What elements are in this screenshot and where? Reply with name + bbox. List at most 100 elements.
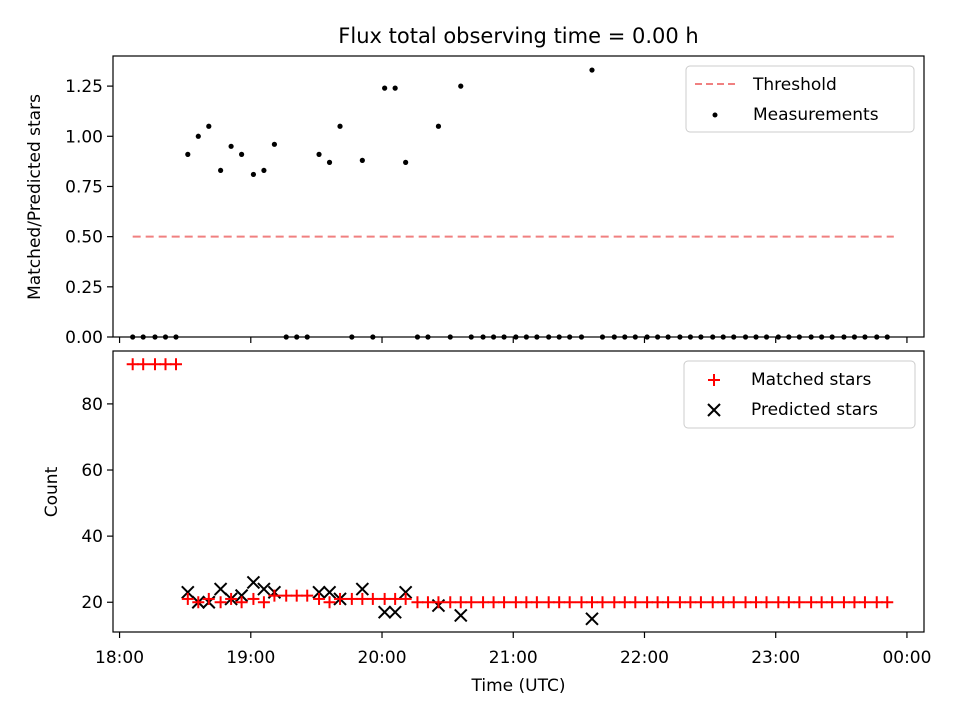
matched-star-marker <box>356 592 369 605</box>
predicted-star-marker <box>398 585 413 600</box>
matched-star-marker <box>126 358 139 371</box>
matched-star-marker <box>137 358 150 371</box>
matched-star-marker <box>454 596 467 609</box>
predicted-star-marker <box>454 608 468 623</box>
count-panel-y-label: Count <box>42 466 62 517</box>
matched-star-marker <box>159 358 172 371</box>
ratio-panel-y-ticks: 0.00 0.25 0.50 0.75 1.00 1.25 <box>65 77 113 348</box>
matched-star-marker <box>727 596 740 609</box>
predicted-star-marker <box>257 582 271 596</box>
matched-star-marker <box>739 596 752 609</box>
matched-star-marker <box>520 596 533 609</box>
matched-star-marker <box>575 596 588 609</box>
matched-star-marker <box>148 358 161 371</box>
matched-star-marker <box>509 596 522 609</box>
count-panel-frame <box>112 350 925 633</box>
measurement-point <box>382 85 388 91</box>
predicted-star-marker <box>355 582 370 596</box>
count-legend-box <box>683 360 916 429</box>
ratio-y-tick-label: 1.25 <box>65 77 103 97</box>
measurement-point <box>195 133 201 139</box>
measurements-legend-swatch <box>712 112 718 118</box>
matched-star-marker <box>608 596 621 609</box>
measurement-point <box>239 151 245 157</box>
matched-star-marker <box>694 596 707 609</box>
measurements-legend-label: Measurements <box>753 105 879 125</box>
matched-star-marker <box>793 596 806 609</box>
x-tick-label: 20:00 <box>358 648 407 668</box>
matched-star-marker <box>651 596 664 609</box>
matched-star-marker <box>706 596 719 609</box>
matched-star-marker <box>290 589 303 602</box>
matched-legend-label: Matched stars <box>751 370 871 390</box>
matched-star-marker <box>169 358 182 371</box>
matched-star-marker <box>684 596 697 609</box>
predicted-star-marker <box>246 575 261 590</box>
ratio-legend-box <box>685 65 915 133</box>
matched-star-marker <box>837 596 850 609</box>
matched-star-marker <box>826 596 839 609</box>
matched-star-marker <box>389 592 402 605</box>
matched-star-marker <box>487 596 500 609</box>
matched-star-marker <box>214 596 227 609</box>
ratio-panel-frame <box>112 55 925 338</box>
matched-star-marker <box>411 596 424 609</box>
measurement-point <box>403 159 409 165</box>
matched-star-marker <box>247 592 260 605</box>
matched-star-marker <box>378 592 391 605</box>
count-panel: 18:00 19:00 20:00 21:00 22:00 23:00 00:00 20 40… <box>42 350 931 696</box>
predicted-star-marker <box>213 582 228 596</box>
ratio-y-tick-label: 0.25 <box>65 278 103 298</box>
ratio-panel-x-ticks <box>118 337 908 343</box>
matched-star-marker <box>399 592 412 605</box>
predicted-star-marker <box>585 612 599 626</box>
measurement-point <box>271 141 278 147</box>
matched-star-marker <box>301 589 314 602</box>
matched-star-marker <box>641 596 654 609</box>
matched-star-marker <box>870 596 883 609</box>
matched-star-marker <box>225 592 238 605</box>
matched-star-marker <box>772 596 785 609</box>
matched-star-marker <box>805 596 818 609</box>
matched-star-marker <box>477 596 490 609</box>
predicted-star-marker <box>181 585 195 600</box>
ratio-y-tick-label: 0.00 <box>65 328 103 348</box>
matched-star-marker <box>530 596 543 609</box>
measurement-point <box>206 123 212 129</box>
matched-star-marker <box>618 596 631 609</box>
matched-star-marker <box>585 596 598 609</box>
x-tick-label: 19:00 <box>226 648 275 668</box>
matched-star-marker <box>848 596 861 609</box>
matched-star-marker <box>444 596 457 609</box>
count-panel-y-ticks: 20 40 60 80 <box>81 395 113 613</box>
ratio-y-tick-label: 0.50 <box>65 228 103 248</box>
matched-star-marker <box>553 596 566 609</box>
matched-star-marker <box>662 596 675 609</box>
count-y-tick-label: 60 <box>81 461 103 481</box>
matched-star-marker <box>498 596 511 609</box>
matched-star-marker <box>542 596 555 609</box>
count-points <box>126 358 894 626</box>
ratio-panel-legend: Threshold Measurements <box>685 65 915 133</box>
x-tick-label: 21:00 <box>489 648 538 668</box>
matched-star-marker <box>717 596 730 609</box>
matched-star-marker <box>750 596 763 609</box>
matched-star-marker <box>596 596 609 609</box>
matched-star-marker <box>421 596 434 609</box>
matched-star-marker <box>181 592 194 605</box>
matched-star-marker <box>235 596 248 609</box>
predicted-legend-swatch <box>707 403 721 417</box>
measurement-point <box>228 143 234 149</box>
ratio-y-tick-label: 0.75 <box>65 177 103 197</box>
measurement-point <box>261 167 267 174</box>
matched-star-marker <box>202 592 215 605</box>
matched-star-marker <box>257 596 270 609</box>
count-panel-legend: Matched stars Predicted stars <box>683 360 916 429</box>
measurement-point <box>435 123 442 129</box>
measurement-point <box>316 151 322 157</box>
predicted-star-marker <box>234 588 249 603</box>
measurement-point <box>337 123 343 129</box>
matched-star-marker <box>563 596 576 609</box>
ratio-panel: Flux total observing time = 0.00 h 0.000… <box>25 24 925 348</box>
